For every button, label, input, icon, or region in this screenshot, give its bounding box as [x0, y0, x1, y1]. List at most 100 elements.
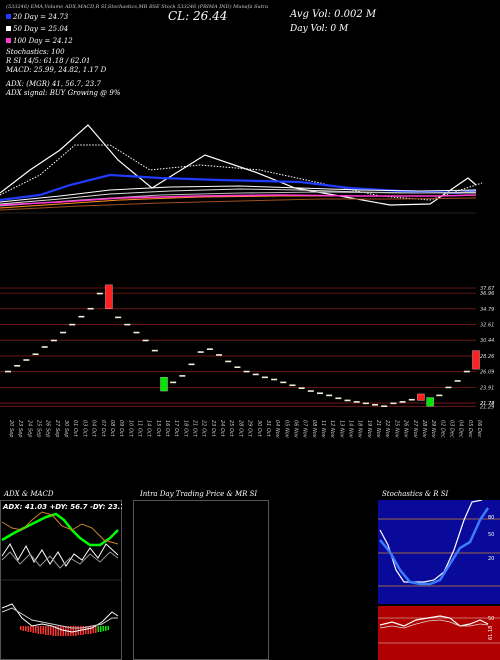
price-markers	[5, 284, 480, 408]
stoch-tick-80: 80	[488, 515, 494, 521]
macd-bar	[27, 626, 29, 632]
date-tick-label: 21 Oct	[192, 420, 198, 438]
price-tick-label: 37.67	[480, 286, 495, 292]
date-tick-label: 19 Nov	[366, 420, 372, 439]
date-tick-label: 27 Nov	[412, 420, 418, 439]
date-tick-label: 20 Sep	[8, 420, 14, 437]
close-marker	[243, 370, 250, 373]
close-marker	[87, 307, 94, 310]
macd-bar	[105, 626, 107, 631]
date-tick-label: 25 Oct	[228, 420, 234, 438]
close-marker	[23, 359, 30, 361]
ma-white-1	[0, 185, 477, 203]
macd-signal-line	[1, 607, 118, 629]
date-tick-label: 29 Oct	[247, 420, 253, 438]
price-tick-label: 21.73	[480, 401, 494, 407]
date-tick-label: 30 Oct	[256, 420, 262, 438]
close-marker	[69, 323, 76, 326]
close-marker	[234, 366, 241, 369]
stoch-d-line	[379, 507, 490, 586]
date-tick-label: 22 Nov	[384, 420, 390, 439]
close-price: CL: 26.44	[168, 9, 228, 23]
date-tick-label: 23 Oct	[210, 420, 216, 438]
price-tick-label: 26.09	[480, 370, 494, 376]
ma20-swatch	[6, 14, 11, 19]
close-marker	[78, 315, 85, 318]
adx-macd-panel: ADX: 41.03 +DY: 56.7 -DY: 23.71	[0, 500, 122, 660]
intraday-title: Intra Day Trading Price & MR SI	[140, 490, 258, 498]
macd-histogram	[20, 626, 109, 636]
date-tick-label: 05 Nov	[283, 420, 289, 439]
date-tick-label: 21 Nov	[375, 420, 381, 439]
date-tick-label: 06 Dec	[476, 420, 482, 438]
close-marker	[271, 378, 278, 381]
price-levels	[0, 287, 476, 407]
macd-bar	[50, 626, 52, 635]
adx-label: ADX: (MGR) 41, 56.7, 23.7	[6, 80, 101, 88]
close-marker	[170, 381, 177, 384]
price-tick-label: 21.74	[480, 401, 494, 407]
ma50-swatch	[6, 26, 11, 31]
close-marker	[317, 392, 323, 395]
close-marker	[372, 403, 379, 406]
close-marker	[261, 376, 268, 379]
rsi-tick-value: 61.18	[488, 626, 494, 640]
close-marker	[197, 351, 204, 353]
date-tick-label: 23 Sep	[17, 420, 23, 437]
intraday-panel	[133, 500, 269, 660]
candle-body	[105, 284, 113, 309]
price-line	[0, 124, 477, 206]
adx-white-line	[1, 543, 119, 567]
date-tick-label: 11 Nov	[320, 420, 326, 439]
close-marker	[115, 316, 122, 319]
avg-volume: Avg Vol: 0.002 M	[290, 9, 377, 20]
date-tick-label: 26 Nov	[403, 420, 409, 439]
date-tick-label: 04 Nov	[274, 420, 280, 439]
date-tick-label: 28 Nov	[421, 420, 427, 439]
date-tick-label: 08 Oct	[109, 420, 115, 438]
macd-bar	[97, 626, 99, 632]
macd-bar	[95, 626, 97, 633]
date-tick-label: 12 Nov	[329, 420, 335, 439]
macd-bar	[45, 626, 47, 635]
close-marker	[362, 402, 369, 405]
date-axis-labels: 20 Sep 23 Sep 24 Sep 25 Sep 26 Sep 27 Sep 30 S…	[8, 420, 482, 439]
date-tick-label: 18 Oct	[182, 420, 188, 438]
close-marker	[32, 353, 39, 356]
price-tick-label: 30.44	[480, 338, 494, 344]
date-tick-label: 04 Oct	[91, 420, 97, 438]
close-marker	[151, 349, 158, 352]
ma-brown	[0, 197, 477, 211]
moving-averages	[0, 124, 483, 211]
date-tick-label: 09 Oct	[118, 420, 124, 438]
date-tick-label: 27 Sep	[54, 420, 60, 437]
ma20-label: 20 Day = 24.73	[13, 13, 69, 21]
macd-bar	[20, 626, 22, 630]
macd-bar	[42, 626, 44, 634]
date-tick-label: 03 Oct	[81, 420, 87, 438]
close-marker	[14, 364, 21, 367]
close-marker	[353, 401, 360, 403]
date-tick-label: 25 Sep	[36, 420, 42, 437]
date-tick-label: 08 Nov	[311, 420, 317, 439]
date-tick-label: 14 Oct	[146, 420, 152, 438]
close-marker	[399, 401, 406, 403]
adx-signal-label: ADX signal: BUY Growing @ 9%	[6, 89, 121, 97]
ma100-line	[0, 194, 477, 206]
macd-bar	[47, 626, 49, 635]
macd-bar	[62, 626, 64, 636]
macd-bar	[30, 626, 32, 632]
close-marker	[179, 375, 186, 377]
close-marker	[344, 399, 351, 402]
macd-line	[1, 603, 119, 633]
macd-bar	[52, 626, 54, 636]
stochastics-label: Stochastics: 100	[6, 48, 65, 56]
date-tick-label: 25 Nov	[393, 420, 399, 439]
ma100-swatch	[6, 38, 11, 43]
macd-bar	[70, 626, 72, 636]
close-marker	[188, 363, 195, 366]
rsi-label: R SI 14/5: 61.18 / 62.01	[6, 57, 91, 65]
date-tick-label: 24 Sep	[26, 420, 32, 437]
macd-bar	[32, 626, 34, 633]
